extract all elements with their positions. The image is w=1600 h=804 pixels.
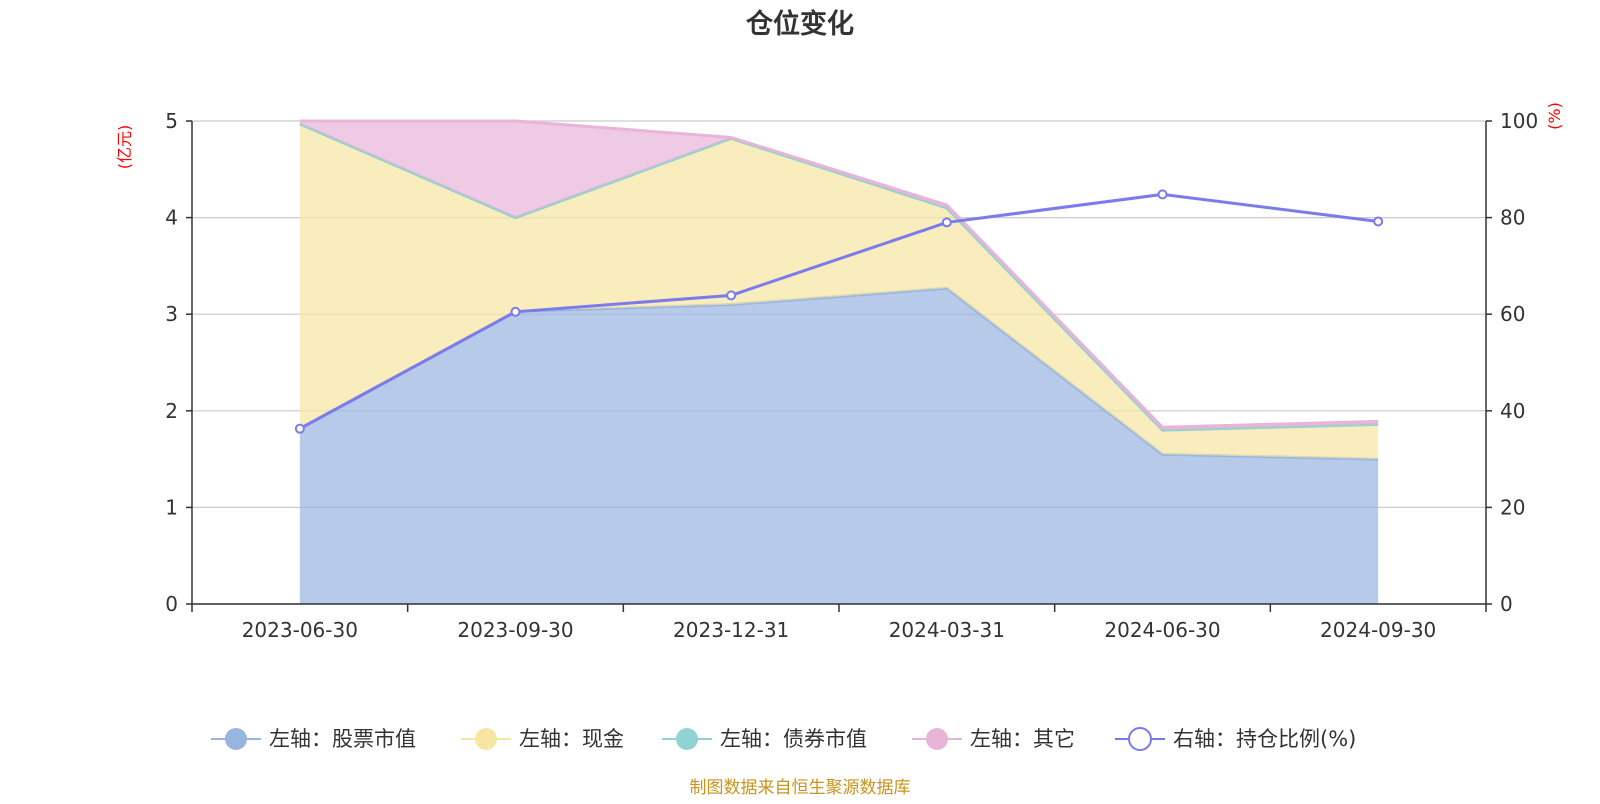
left-axis-tick-label: 5 — [165, 109, 178, 133]
stacked-areas — [299, 119, 1379, 604]
right-axis-tick-label: 40 — [1500, 399, 1525, 423]
legend-marker — [475, 728, 497, 750]
axes: 0 1 2 3 4 5 0 20 40 60 80 100 2023-06-30 2023-09-30 20… — [165, 109, 1538, 642]
legend: 左轴：股票市值 左轴：现金 左轴：债券市值 左轴：其它 右轴：持仓比例(%) — [211, 727, 1356, 751]
x-axis-tick-label: 2024-06-30 — [1104, 618, 1220, 642]
ratio-point — [510, 306, 521, 317]
legend-label: 右轴：持仓比例(%) — [1173, 727, 1356, 751]
right-axis-unit: (%) — [1545, 102, 1564, 130]
right-axis-tick-label: 20 — [1500, 495, 1525, 519]
legend-marker — [926, 728, 948, 750]
ratio-line — [294, 189, 1384, 434]
ratio-point — [294, 423, 305, 434]
ratio-point — [1373, 216, 1384, 227]
ratio-point — [941, 217, 952, 228]
legend-label: 左轴：债券市值 — [720, 727, 867, 751]
x-axis-tick-label: 2024-09-30 — [1320, 618, 1436, 642]
left-axis-tick-label: 4 — [165, 206, 178, 230]
left-axis-tick-label: 1 — [165, 495, 178, 519]
legend-marker — [1128, 727, 1152, 751]
data-source-note: 制图数据来自恒生聚源数据库 — [690, 778, 911, 798]
left-axis-tick-label: 0 — [165, 592, 178, 616]
x-axis-tick-label: 2023-12-31 — [673, 618, 789, 642]
legend-marker — [225, 728, 247, 750]
ratio-point — [1157, 189, 1168, 200]
right-axis-tick-label: 60 — [1500, 302, 1525, 326]
x-axis-tick-label: 2023-09-30 — [457, 618, 573, 642]
left-axis-tick-label: 2 — [165, 399, 178, 423]
area-band — [299, 288, 1379, 604]
ratio-point — [726, 290, 737, 301]
x-axis-tick-label: 2023-06-30 — [242, 618, 358, 642]
x-axis-tick-label: 2024-03-31 — [889, 618, 1005, 642]
legend-marker — [676, 728, 698, 750]
legend-label: 左轴：现金 — [519, 727, 624, 751]
area-band — [299, 121, 1379, 431]
chart-title: 仓位变化 — [745, 8, 854, 40]
legend-label: 左轴：股票市值 — [269, 727, 416, 751]
left-axis-tick-label: 3 — [165, 302, 178, 326]
right-axis-tick-label: 100 — [1500, 109, 1538, 133]
area-edge — [299, 119, 1379, 429]
ratio-line-path — [299, 192, 1379, 430]
right-axis-tick-label: 0 — [1500, 592, 1513, 616]
left-axis-unit: (亿元) — [115, 125, 134, 170]
legend-label: 左轴：其它 — [970, 727, 1075, 751]
right-axis-tick-label: 80 — [1500, 206, 1525, 230]
